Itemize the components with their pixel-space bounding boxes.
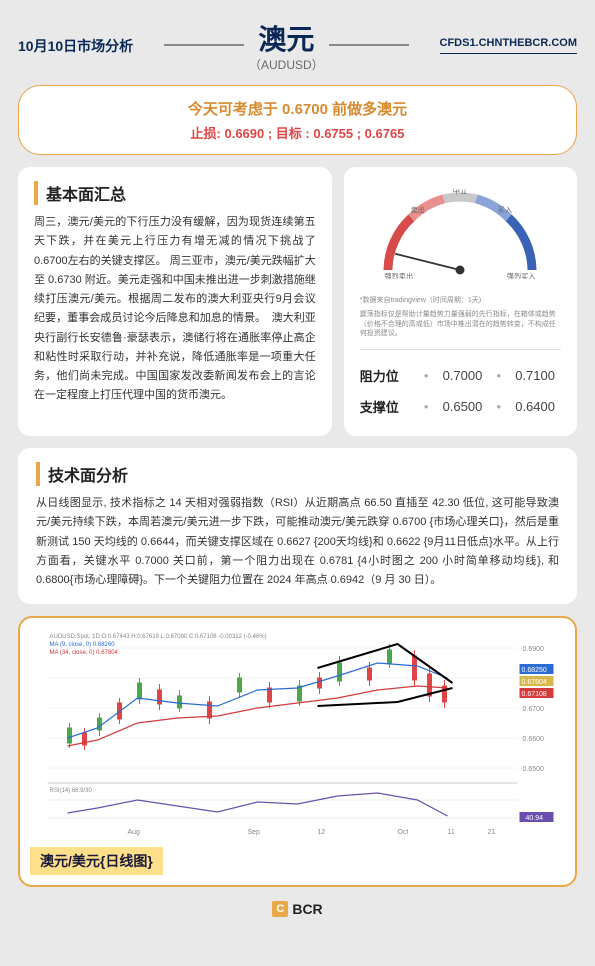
resistance-val-2: 0.7100 (509, 368, 561, 383)
fundamental-body: 周三，澳元/美元的下行压力没有缓解，因为现货连续第五天下跌，并在美元上行压力有增… (34, 213, 316, 406)
svg-text:Oct: Oct (398, 829, 409, 836)
svg-text:MA (9, close, 0) 0.68260: MA (9, close, 0) 0.68260 (50, 642, 116, 648)
svg-text:0.6600: 0.6600 (523, 736, 545, 743)
header-url: CFDS1.CHNTHEBCR.COM (440, 37, 578, 54)
fundamental-title: 基本面汇总 (34, 181, 316, 205)
svg-text:买入: 买入 (498, 205, 512, 214)
logo-icon: C (272, 901, 288, 917)
svg-text:21: 21 (488, 829, 496, 836)
resistance-val-1: 0.7000 (437, 368, 489, 383)
sentiment-gauge: 强烈卖出 卖出 中立 买入 强烈买入 (370, 189, 550, 279)
chart-card: 0.6900 0.6800 0.6700 0.6600 0.6500 AUDUS… (18, 616, 577, 887)
svg-text:0.6700: 0.6700 (523, 706, 545, 713)
resistance-row: 阻力位 ● 0.7000 ● 0.7100 (360, 360, 561, 391)
svg-text:AUDUSD.Spot, 1D O:0.67443 H:: AUDUSD.Spot, 1D O:0.67443 H:0.67619 L:0.… (50, 634, 267, 640)
technical-body: 从日线图显示, 技术指标之 14 天相对强弱指数（RSI）从近期高点 66.50… (36, 494, 559, 590)
svg-text:0.67804: 0.67804 (522, 679, 547, 686)
svg-text:0.6500: 0.6500 (523, 766, 545, 773)
svg-text:强烈买入: 强烈买入 (507, 272, 536, 279)
header-date: 10月10日市场分析 (18, 36, 133, 56)
technical-card: 技术面分析 从日线图显示, 技术指标之 14 天相对强弱指数（RSI）从近期高点… (18, 448, 577, 604)
resistance-label: 阻力位 (360, 366, 416, 385)
svg-text:卖出: 卖出 (411, 205, 425, 214)
svg-text:0.6900: 0.6900 (523, 646, 545, 653)
footer: C BCR (18, 899, 577, 917)
decor-line-right (329, 44, 409, 46)
gauge-note-source: *数据来自tradingview（时间周期：1天) (360, 296, 561, 306)
decor-line-left (164, 44, 244, 46)
fundamental-card: 基本面汇总 周三，澳元/美元的下行压力没有缓解，因为现货连续第五天下跌，并在美元… (18, 167, 332, 436)
support-val-2: 0.6400 (509, 399, 561, 414)
svg-text:Sep: Sep (248, 829, 261, 836)
technical-title: 技术面分析 (36, 462, 559, 486)
svg-text:RSI(14) 66.9/30: RSI(14) 66.9/30 (50, 788, 93, 794)
svg-text:MA (34, close, 0) 0.67804: MA (34, close, 0) 0.67804 (50, 650, 119, 656)
svg-text:强烈卖出: 强烈卖出 (385, 272, 414, 279)
recommendation-box: 今天可考虑于 0.6700 前做多澳元 止损: 0.6690 ; 目标 : 0.… (18, 85, 577, 155)
support-val-1: 0.6500 (437, 399, 489, 414)
svg-text:0.67108: 0.67108 (522, 691, 547, 698)
svg-text:12: 12 (318, 829, 326, 836)
svg-text:Aug: Aug (128, 829, 141, 836)
svg-text:0.68250: 0.68250 (522, 667, 547, 674)
support-row: 支撑位 ● 0.6500 ● 0.6400 (360, 391, 561, 422)
gauge-card: 强烈卖出 卖出 中立 买入 强烈买入 *数据来自tradingview（时间周期… (344, 167, 577, 436)
chart-caption: 澳元/美元{日线图} (30, 847, 163, 875)
svg-text:40.94: 40.94 (526, 815, 544, 822)
recommendation-main: 今天可考虑于 0.6700 前做多澳元 (39, 98, 556, 119)
gauge-note-disclaimer: 震荡指标仅是帮助计量趋势力量强弱的先行指标，在箱体或趋势（价格不合理的高或低）市… (360, 310, 561, 339)
page-subtitle: （AUDUSD） (133, 56, 439, 73)
price-chart: 0.6900 0.6800 0.6700 0.6600 0.6500 AUDUS… (30, 628, 565, 838)
svg-text:11: 11 (448, 829, 455, 836)
svg-text:中立: 中立 (453, 189, 467, 196)
page-title: 澳元 (258, 18, 314, 58)
support-label: 支撑位 (360, 397, 416, 416)
recommendation-sub: 止损: 0.6690 ; 目标 : 0.6755 ; 0.6765 (39, 123, 556, 142)
logo-text: BCR (292, 901, 322, 917)
